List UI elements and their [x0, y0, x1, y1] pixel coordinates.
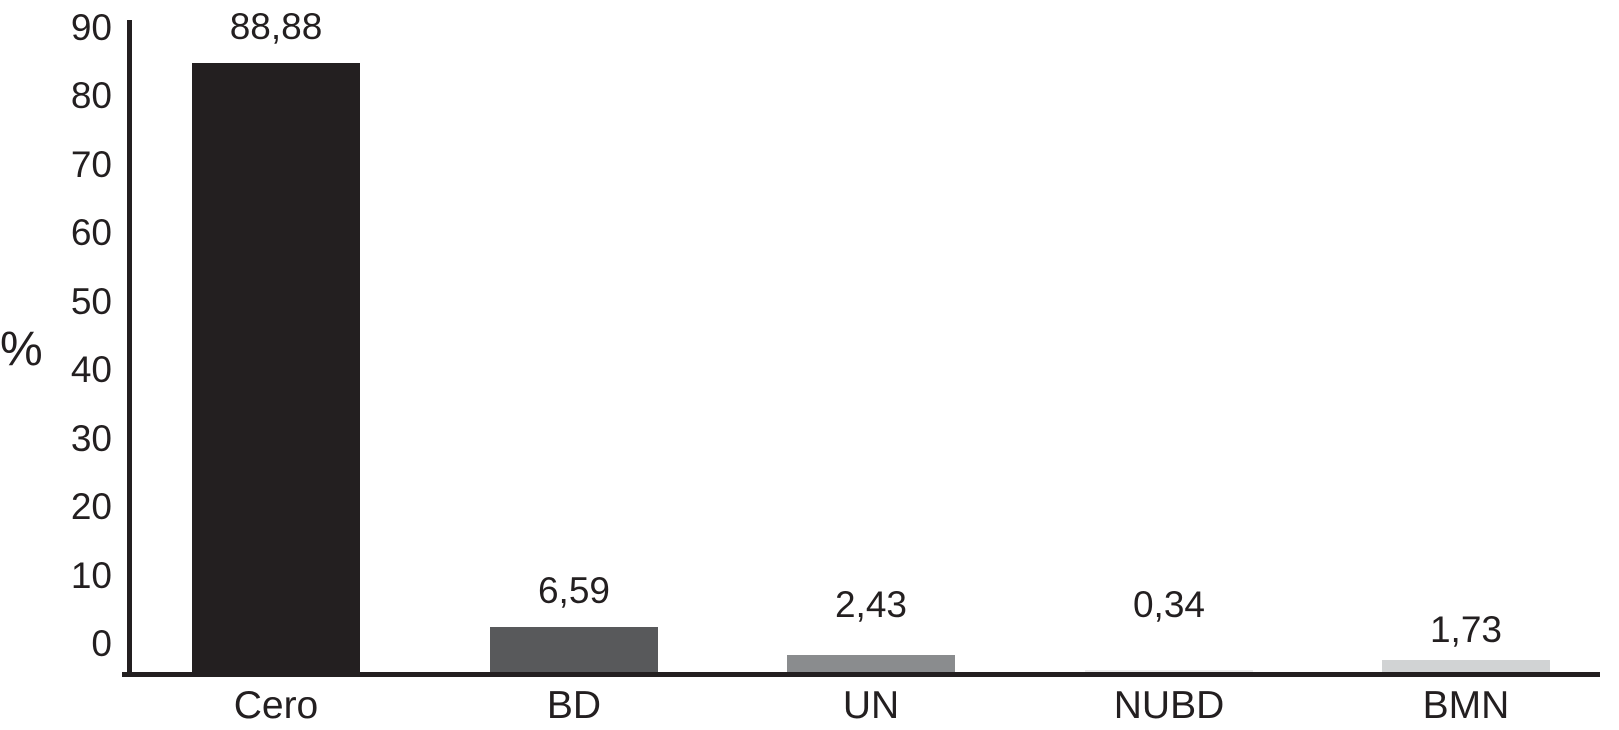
x-category-label-bmn: BMN — [1422, 684, 1510, 727]
x-category-label-nubd: NUBD — [1113, 684, 1225, 727]
y-tick-label-80: 80 — [70, 75, 112, 116]
y-tick-label-70: 70 — [70, 143, 112, 185]
y-tick-label-0: 0 — [91, 623, 112, 664]
bar-nubd — [1085, 669, 1253, 672]
x-axis-line — [122, 672, 1600, 677]
bar-un — [787, 655, 955, 672]
bar-cero — [192, 62, 360, 672]
y-axis-title: % — [0, 323, 43, 376]
y-axis-line — [127, 20, 132, 677]
y-tick-label-60: 60 — [70, 212, 112, 253]
bar-value-label-cero: 88,88 — [229, 5, 323, 47]
bar-value-label-un: 2,43 — [834, 584, 907, 626]
y-tick-label-10: 10 — [70, 554, 112, 596]
y-tick-label-40: 40 — [70, 349, 112, 390]
x-category-label-un: UN — [842, 684, 900, 727]
x-category-label-bd: BD — [546, 684, 602, 727]
y-tick-label-90: 90 — [70, 6, 112, 48]
y-tick-label-20: 20 — [70, 486, 112, 527]
x-category-label-cero: Cero — [233, 684, 319, 727]
bar-bmn — [1382, 660, 1550, 672]
y-tick-label-30: 30 — [70, 417, 112, 459]
bar-bd — [490, 626, 658, 672]
y-tick-label-50: 50 — [70, 280, 112, 322]
bar-value-label-bmn: 1,73 — [1429, 609, 1502, 651]
bar-value-label-nubd: 0,34 — [1132, 583, 1205, 625]
bar-value-label-bd: 6,59 — [537, 569, 610, 611]
